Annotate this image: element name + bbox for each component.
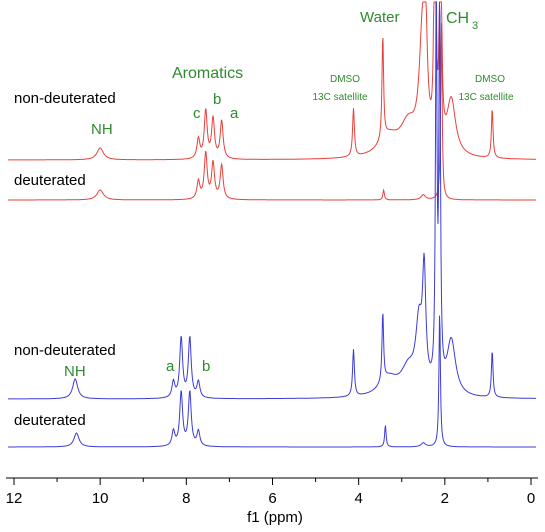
x-tick-label-0: 0 <box>527 490 535 507</box>
annotation-satellite-right: 13C satellite <box>458 92 513 103</box>
x-tick-label-4: 4 <box>354 490 362 507</box>
annotation-dmso-left: DMSO <box>330 74 360 85</box>
annotation-top-c: c <box>193 105 201 122</box>
x-tick-label-8: 8 <box>182 490 190 507</box>
annotation-bottom-nh: NH <box>64 363 86 380</box>
annotation-satellite-left: 13C satellite <box>312 92 367 103</box>
x-axis-ticks: 12 10 8 6 4 2 0 <box>6 478 535 507</box>
trace-top-non-deuterated <box>8 1 536 161</box>
trace-top-deuterated <box>8 22 536 201</box>
x-tick-label-2: 2 <box>441 490 449 507</box>
spectrum-traces <box>8 1 536 448</box>
trace-label-bottom-deuterated: deuterated <box>14 412 86 429</box>
x-tick-label-6: 6 <box>268 490 276 507</box>
annotation-bottom-b: b <box>202 358 210 375</box>
annotation-top-a: a <box>230 105 239 122</box>
annotation-aromatics: Aromatics <box>172 65 243 82</box>
trace-bottom-non-deuterated <box>8 1 536 400</box>
annotation-top-b: b <box>213 91 221 108</box>
annotation-ch-subscript: 3 <box>472 20 478 32</box>
x-tick-label-10: 10 <box>92 490 109 507</box>
x-tick-label-12: 12 <box>6 490 23 507</box>
trace-label-top-nondeuterated: non-deuterated <box>14 90 116 107</box>
trace-label-top-deuterated: deuterated <box>14 172 86 189</box>
annotation-top-nh: NH <box>91 121 113 138</box>
trace-label-bottom-nondeuterated: non-deuterated <box>14 342 116 359</box>
annotation-water: Water <box>360 9 399 26</box>
annotation-bottom-a: a <box>166 358 175 375</box>
trace-bottom-deuterated <box>8 315 536 448</box>
annotation-ch: CH <box>446 10 469 27</box>
annotation-dmso-right: DMSO <box>475 74 505 85</box>
x-axis-label: f1 (ppm) <box>247 509 303 526</box>
